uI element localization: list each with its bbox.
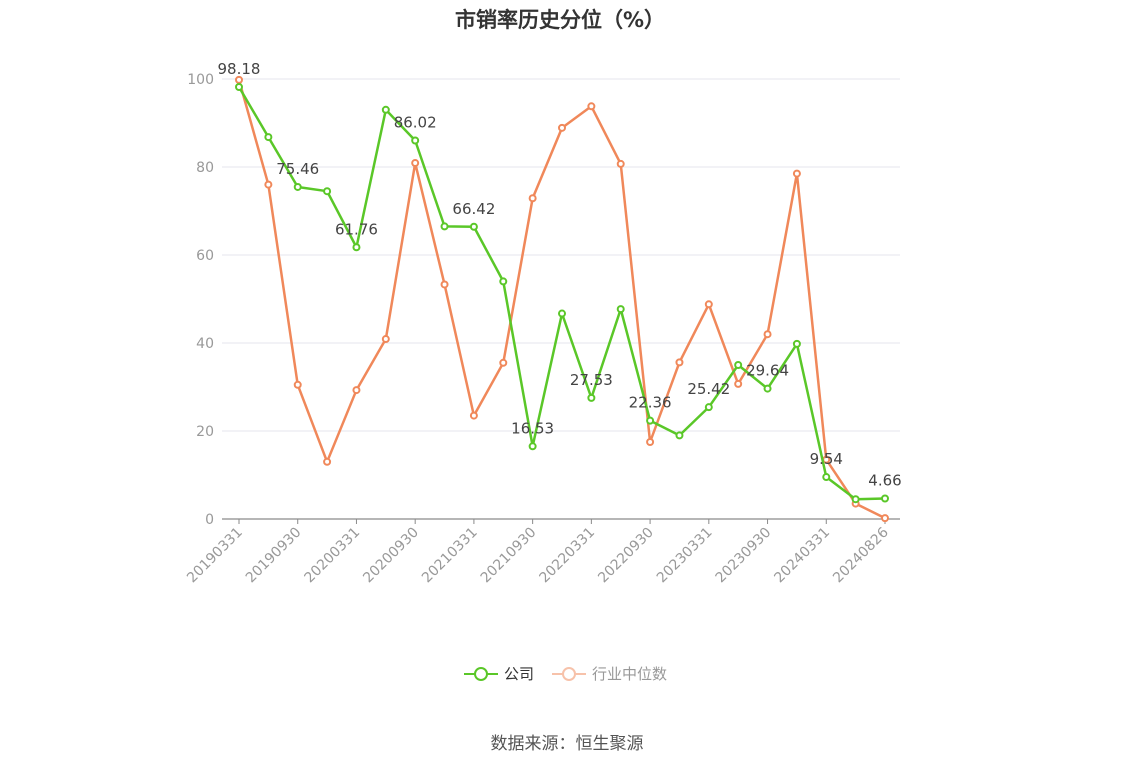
series-point-0 xyxy=(352,243,361,252)
x-tick-label: 20230930 xyxy=(713,525,775,587)
y-tick-label: 100 xyxy=(187,72,214,88)
legend-company-swatch xyxy=(464,666,498,681)
series-point-0 xyxy=(381,105,390,114)
data-label: 4.66 xyxy=(868,471,901,489)
y-tick-label: 80 xyxy=(196,160,214,176)
data-label: 9.54 xyxy=(810,450,843,468)
series-point-1 xyxy=(469,411,478,420)
y-tick-label: 60 xyxy=(196,248,214,264)
series-point-0 xyxy=(675,431,684,440)
y-tick-label: 40 xyxy=(196,336,214,352)
series-point-0 xyxy=(704,403,713,412)
x-tick-label: 20210930 xyxy=(478,525,540,587)
series-point-0 xyxy=(587,393,596,402)
data-label: 66.42 xyxy=(452,200,495,218)
data-label: 75.46 xyxy=(276,160,319,178)
series-point-0 xyxy=(851,495,860,504)
legend-item-company[interactable]: 公司 xyxy=(464,663,534,684)
series-point-0 xyxy=(293,182,302,191)
series-point-0 xyxy=(440,222,449,231)
series-point-1 xyxy=(411,159,420,168)
series-point-0 xyxy=(763,384,772,393)
x-tick-label: 20200331 xyxy=(302,525,364,587)
x-tick-label: 20220930 xyxy=(595,525,657,587)
chart-title: 市销率历史分位（%） xyxy=(454,8,666,32)
grid-lines xyxy=(222,78,900,432)
series-point-1 xyxy=(616,159,625,168)
series-point-1 xyxy=(293,380,302,389)
series-line-1 xyxy=(237,79,886,520)
series-point-0 xyxy=(411,136,420,145)
data-label: 27.53 xyxy=(570,371,613,389)
x-tick-label: 20240826 xyxy=(830,524,892,586)
data-label: 98.18 xyxy=(218,60,261,78)
series-point-0 xyxy=(323,187,332,196)
data-label: 61.76 xyxy=(335,220,378,238)
x-tick-label: 20230331 xyxy=(654,525,716,587)
series-point-1 xyxy=(704,300,713,309)
series-point-1 xyxy=(646,438,655,446)
series-point-1 xyxy=(558,123,566,132)
x-tick-label: 20190331 xyxy=(184,525,246,587)
series-point-1 xyxy=(881,514,889,523)
chart-plot: 0 20 40 60 80 100 2019033120190930202003312020… xyxy=(184,60,902,586)
series-point-0 xyxy=(881,494,889,503)
x-tick-label: 20240331 xyxy=(771,525,833,587)
legend-industry-swatch xyxy=(552,666,586,681)
y-tick-label: 20 xyxy=(196,424,214,440)
series-point-1 xyxy=(528,194,537,203)
series-point-1 xyxy=(763,330,772,339)
series-point-0 xyxy=(469,222,478,231)
series-point-0 xyxy=(616,305,625,314)
series-point-0 xyxy=(264,133,273,142)
legend-company-label: 公司 xyxy=(504,665,535,683)
series-point-1 xyxy=(440,280,449,289)
x-tick-label: 20190930 xyxy=(243,525,305,587)
data-label: 22.36 xyxy=(629,394,672,412)
x-tick-label: 20200930 xyxy=(360,525,422,587)
series-point-1 xyxy=(235,75,243,84)
x-tick-label: 20210331 xyxy=(419,525,481,587)
data-label: 16.53 xyxy=(511,419,554,437)
series-point-1 xyxy=(381,335,390,344)
series-point-0 xyxy=(646,416,655,425)
data-labels: 98.18 75.46 61.76 86.02 66.42 16.53 27.53 22.36… xyxy=(218,60,902,489)
axes: 0 20 40 60 80 100 2019033120190930202003312020… xyxy=(184,72,900,586)
data-label: 25.42 xyxy=(687,380,730,398)
series-point-1 xyxy=(792,169,801,178)
series-point-1 xyxy=(587,102,596,111)
series-point-1 xyxy=(499,358,508,367)
series-point-0 xyxy=(792,339,801,348)
series-point-1 xyxy=(323,457,332,466)
y-tick-label: 0 xyxy=(205,512,214,528)
data-label: 29.64 xyxy=(746,362,789,380)
series-point-1 xyxy=(264,180,273,189)
series-point-0 xyxy=(558,309,566,318)
x-tick-label: 20220331 xyxy=(536,525,598,587)
series-point-0 xyxy=(822,473,831,482)
series-point-0 xyxy=(235,83,243,92)
legend-industry-label: 行业中位数 xyxy=(592,665,668,683)
data-source: 数据来源：恒生聚源 xyxy=(490,734,644,754)
series-point-0 xyxy=(528,442,537,451)
series-point-0 xyxy=(734,361,743,369)
data-label: 86.02 xyxy=(394,114,437,132)
series-point-1 xyxy=(675,358,684,367)
series-lines xyxy=(235,75,889,523)
legend-item-industry-median[interactable]: 行业中位数 xyxy=(552,663,667,684)
legend: 公司 行业中位数 xyxy=(0,663,1134,687)
series-point-1 xyxy=(352,386,361,395)
series-point-1 xyxy=(734,379,743,388)
series-point-0 xyxy=(499,277,508,286)
